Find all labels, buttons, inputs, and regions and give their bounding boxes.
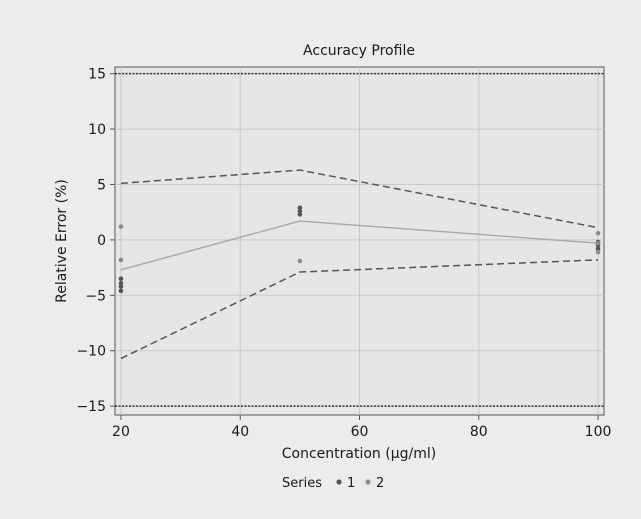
data-point-series-2 <box>118 257 124 263</box>
data-point-series-1 <box>118 288 124 294</box>
data-point-series-1 <box>297 208 303 214</box>
lower-tolerance-line <box>120 259 599 360</box>
legend-marker-series-1 <box>336 479 342 485</box>
legend-marker-series-2 <box>365 479 371 485</box>
x-axis-label: Concentration (µg/ml) <box>282 446 436 462</box>
legend: Series 1 2 <box>282 476 384 491</box>
y-tick-label: −10 <box>76 344 106 360</box>
y-tick-label: 10 <box>88 122 106 138</box>
data-point-series-2 <box>595 249 601 255</box>
data-point-series-2 <box>595 230 601 236</box>
x-tick-label: 100 <box>585 424 612 440</box>
legend-label-series-1: 1 <box>347 476 355 491</box>
data-point-series-1 <box>595 246 601 252</box>
upper-tolerance-line <box>120 169 599 229</box>
data-point-series-2 <box>595 240 601 246</box>
data-point-series-1 <box>118 280 124 286</box>
y-axis-ticks: 15 10 5 0 −5 −10 −15 <box>76 67 115 415</box>
data-point-series-2 <box>118 224 124 229</box>
chart-title: Accuracy Profile <box>303 43 415 59</box>
legend-label-series-2: 2 <box>376 476 384 491</box>
x-tick-label: 80 <box>470 424 488 440</box>
data-point-series-1 <box>118 284 124 289</box>
data-point-series-1 <box>118 276 124 281</box>
y-tick-label: 5 <box>97 177 106 193</box>
x-tick-label: 40 <box>231 424 249 440</box>
mean-bias-line <box>120 220 599 271</box>
y-tick-label: 0 <box>97 233 106 249</box>
y-tick-label: −15 <box>76 399 106 415</box>
legend-title: Series <box>282 476 322 491</box>
data-point-series-2 <box>297 258 303 264</box>
x-axis-ticks: 20 40 60 80 100 <box>112 415 611 440</box>
y-axis-label: Relative Error (%) <box>54 179 70 303</box>
data-point-series-1 <box>297 205 303 211</box>
y-tick-label: 15 <box>88 67 106 83</box>
x-tick-label: 20 <box>112 424 130 440</box>
x-tick-label: 60 <box>351 424 369 440</box>
data-points <box>118 205 601 294</box>
y-tick-label: −5 <box>85 288 106 304</box>
reference-lines <box>115 72 604 407</box>
data-point-series-1 <box>297 212 303 217</box>
